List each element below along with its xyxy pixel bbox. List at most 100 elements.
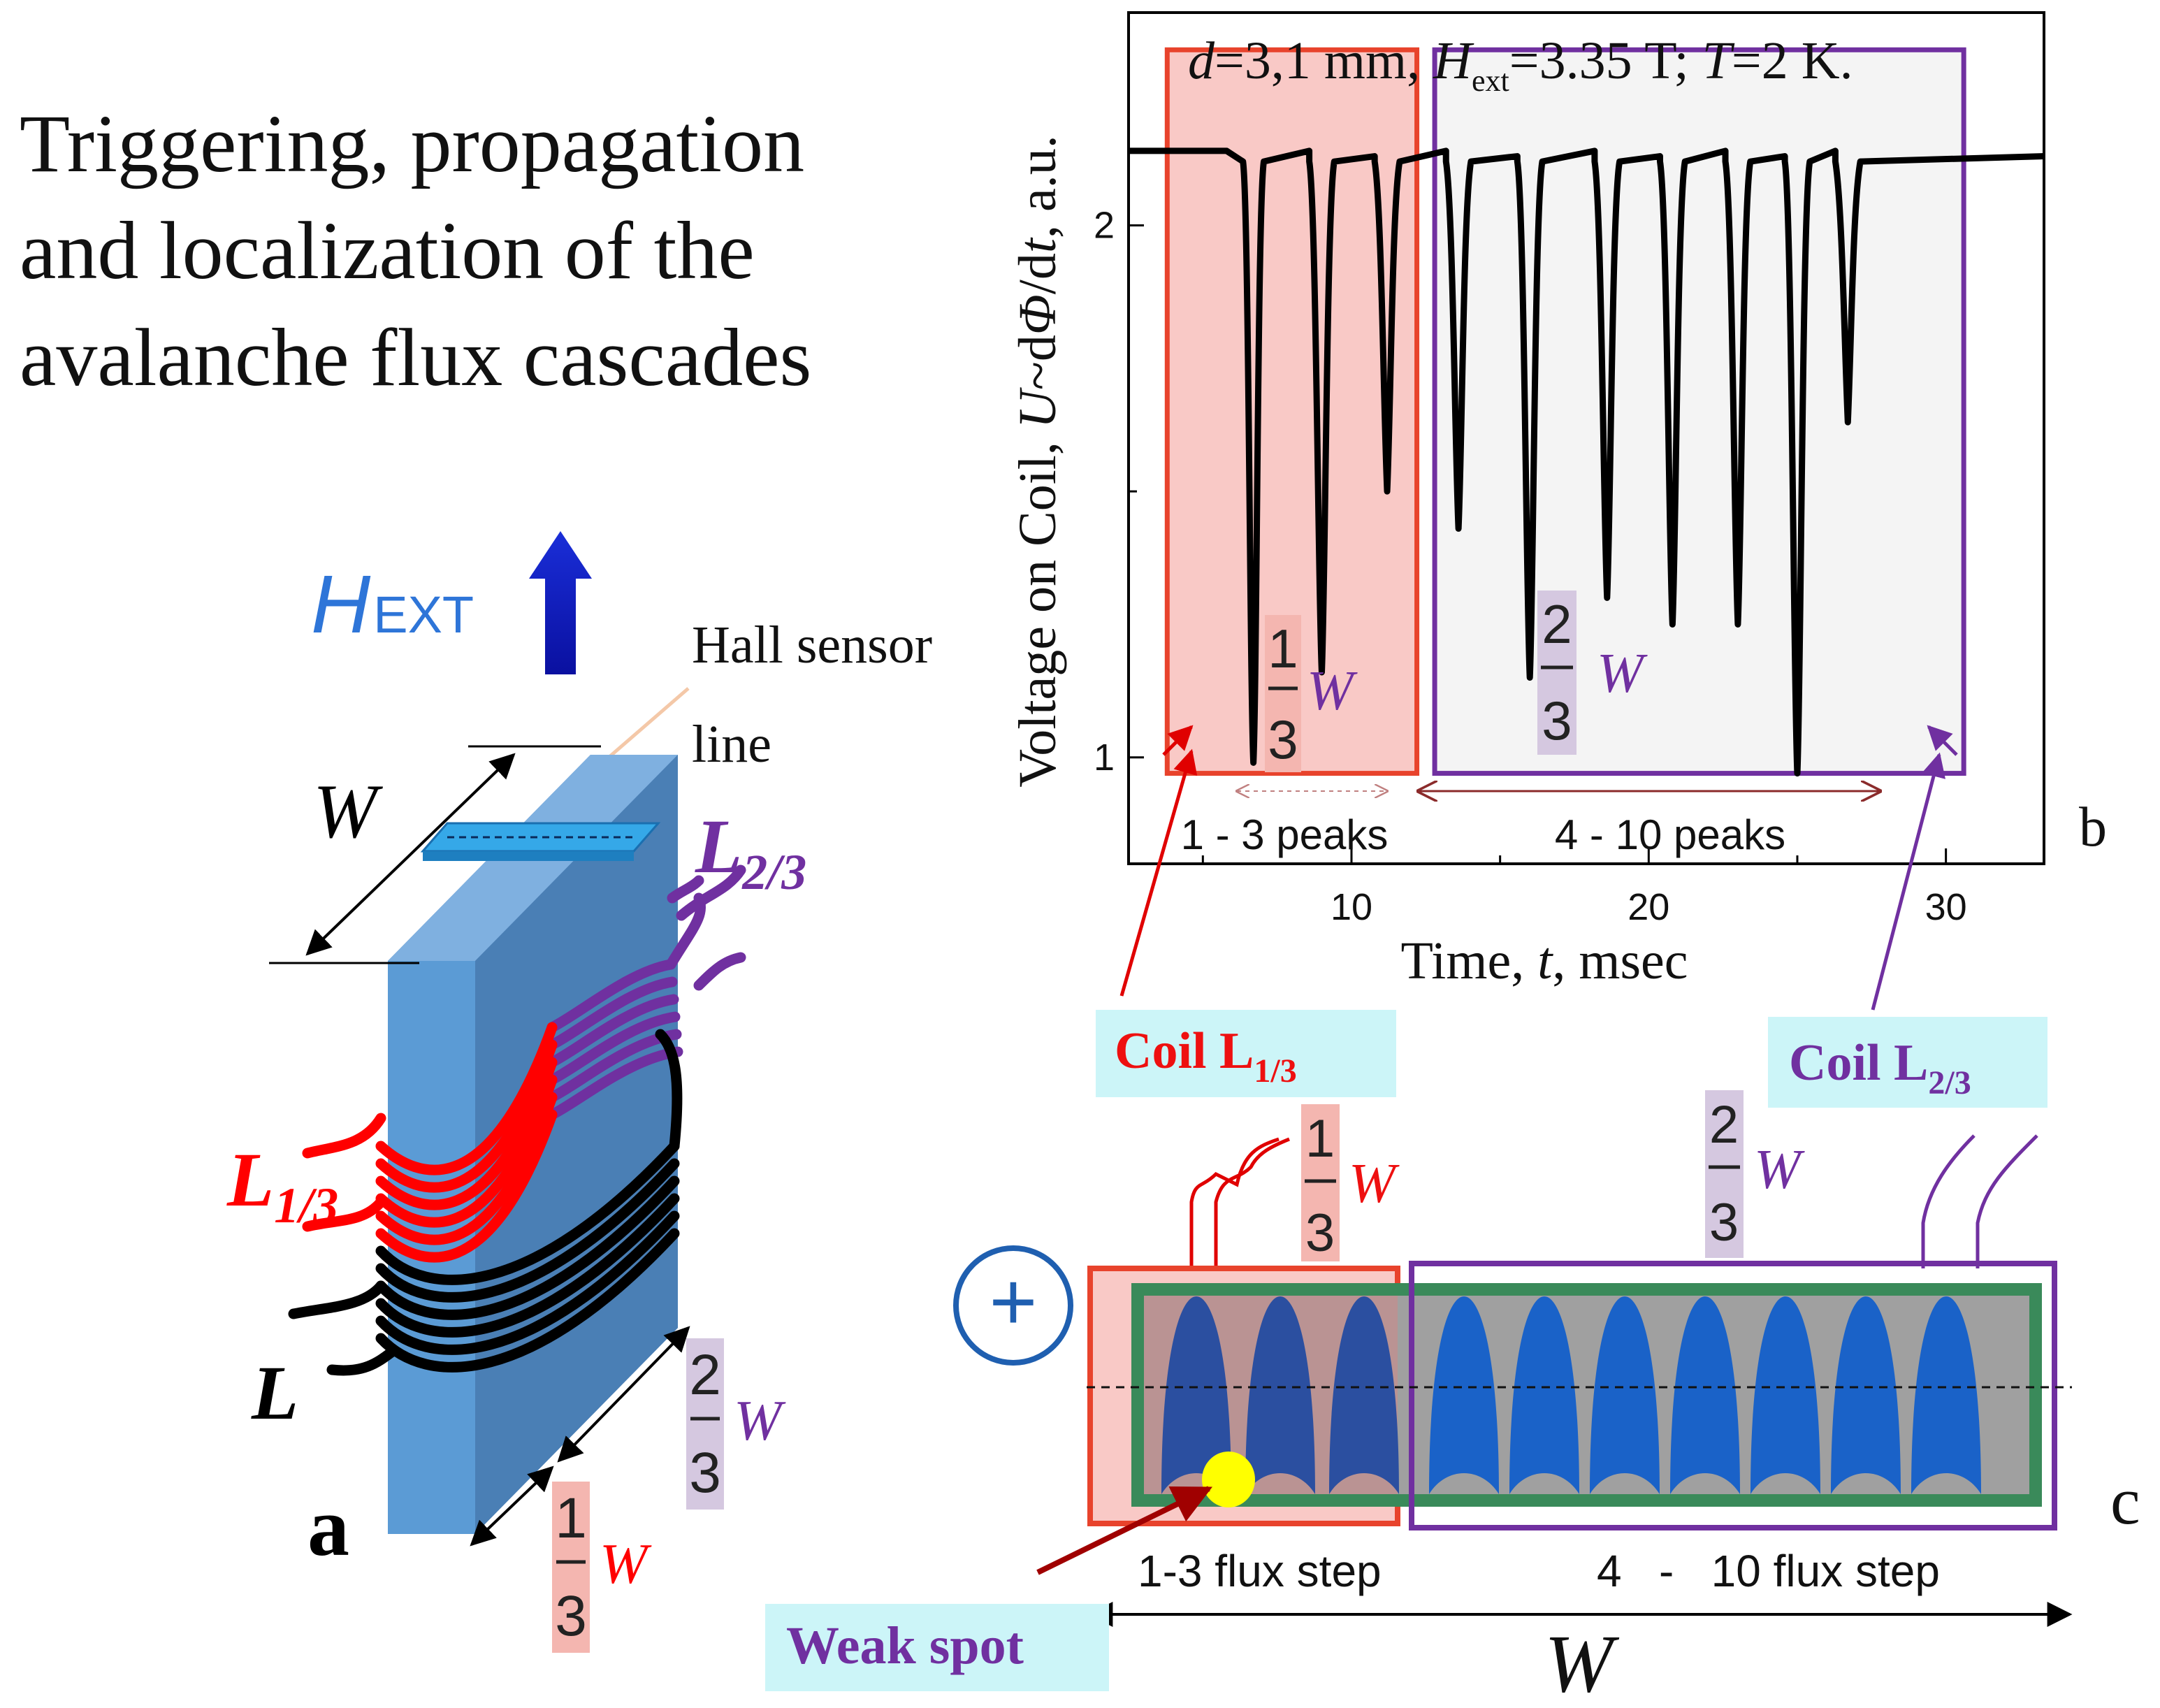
chart-axis-ticks: 10 20 30 1 2 [1094,205,1967,929]
svg-text:1: 1 [555,1486,587,1550]
svg-text:Coil L1/3: Coil L1/3 [1115,1022,1297,1090]
panel-c: Coil L1/3 Coil L2/3 1 3 W 2 3 W [765,748,2140,1708]
panel-a-label: a [307,1480,349,1573]
svg-text:Coil L2/3: Coil L2/3 [1789,1034,1971,1101]
callout-arrow-left [1119,748,1198,997]
fraction-two-thirds-c: 2 3 W [1705,1090,1805,1258]
coil-l23-windings [546,864,746,1120]
weak-spot-marker [1202,1452,1255,1507]
panel-a: HEXT Hall sensor line W [226,531,932,1653]
chart-title: d=3,1 mm, Hext=3.35 T; T=2 K. [1188,31,1853,98]
svg-text:W: W [1754,1139,1805,1201]
coil-l23-label: L2/3 [695,804,806,900]
chart-peak-point [1250,760,1256,766]
panel-b-chart: 10 20 30 1 2 d=3,1 mm, Hext=3.35 T; T=2 K. V… [1008,11,2107,990]
svg-text:W: W [1597,643,1648,704]
y-tick-label: 1 [1094,737,1115,779]
dim-one-third [470,1465,554,1547]
width-label: W [313,769,383,854]
svg-text:3: 3 [555,1584,587,1648]
chart-ylabel: Voltage on Coil, U~dΦ/dt, a.u. [1008,135,1067,788]
weak-spot-arrow [1036,1486,1213,1575]
chart-fraction-one-third: 1 3 W [1265,615,1358,772]
coil-l-windings [288,1029,683,1376]
svg-text:3: 3 [1542,690,1572,751]
svg-text:2: 2 [689,1343,721,1407]
x-tick-label: 20 [1628,886,1669,928]
chart-arrow-left-icon [1162,725,1194,756]
hall-sensor-label-1: Hall sensor [692,616,932,674]
coil-l13-leads [1189,1137,1290,1268]
title-line-2: and localization of the [20,205,755,296]
panel-c-label: c [2110,1463,2140,1538]
peaks-410-label: 4 - 10 peaks [1555,811,1785,858]
chart-peak-point [1734,621,1741,628]
x-tick-label: 10 [1331,886,1372,928]
svg-text:W: W [600,1532,652,1595]
step-410-label: 4 - 10 flux step [1597,1546,1940,1596]
fraction-two-thirds-a: 2 3 W [686,1338,786,1510]
svg-text:3: 3 [1268,709,1298,770]
chart-peak-point [1456,526,1462,532]
svg-text:3: 3 [1305,1203,1335,1263]
chart-fraction-two-thirds: 2 3 W [1537,591,1648,755]
flux-tongue [1751,1296,1820,1494]
fraction-one-third-a: 1 3 W [552,1482,652,1653]
dim-two-thirds [557,1326,690,1463]
callout-arrow-right [1871,752,1946,1011]
coil-l23-callout: Coil L2/3 [1768,1017,2047,1108]
coil-l13-label: L1/3 [226,1137,338,1233]
coil-l-label: L [251,1350,298,1435]
panel-b-label: b [2079,797,2107,858]
chart-peak-point [1527,674,1533,681]
svg-text:W: W [1307,660,1358,722]
hall-sensor-strip [420,822,661,861]
flux-tongue [1911,1296,1981,1494]
title-line-1: Triggering, propagation [20,98,804,189]
chart-peak-point [1604,595,1610,601]
step-13-label: 1-3 flux step [1138,1546,1382,1596]
svg-text:1: 1 [1268,618,1298,679]
chart-peak-point [1319,669,1325,675]
coil-l23-leads [1921,1134,2038,1268]
svg-text:W: W [1349,1153,1400,1215]
chart-peak-markers [1250,419,1851,776]
coil-l13-callout: Coil L1/3 [1096,1010,1396,1097]
chart-plot-frame [1127,11,2045,865]
title-block: Triggering, propagation and localization… [20,98,811,403]
flux-tongue [1245,1296,1315,1494]
width-dimension-line [305,753,516,956]
width-label-c: W [1544,1618,1620,1708]
svg-text:3: 3 [689,1441,721,1505]
flux-tongue [1329,1296,1399,1494]
flux-tongue [1831,1296,1901,1494]
coil-l13-windings [302,1022,558,1263]
svg-text:W: W [734,1389,786,1452]
chart-peak-point [1845,419,1851,426]
weak-spot-callout [765,1604,1109,1691]
y-tick-label: 2 [1094,205,1115,247]
flux-tongue [1509,1296,1579,1494]
polarity-plus-icon: + [953,1245,1073,1366]
chart-series-line [1129,147,2045,777]
flux-tongue [1670,1296,1740,1494]
flux-tongue [1590,1296,1660,1494]
svg-text:+: + [990,1256,1038,1348]
peaks-13-label: 1 - 3 peaks [1181,811,1389,858]
flux-tongue [1161,1296,1231,1494]
title-line-3: avalanche flux cascades [20,312,811,403]
x-tick-label: 30 [1925,886,1967,928]
fraction-one-third-c: 1 3 W [1301,1104,1400,1263]
svg-text:2: 2 [1542,593,1572,655]
chart-peak-point [1669,621,1676,628]
flux-tongue [1429,1296,1499,1494]
field-label: HEXT [311,558,474,651]
flux-tongues [1161,1296,1981,1494]
chart-peak-point [1384,488,1391,495]
svg-text:3: 3 [1709,1193,1739,1252]
weak-spot-label: Weak spot [786,1616,1024,1675]
svg-text:2: 2 [1709,1095,1739,1155]
chart-arrow-right-icon [1927,725,1958,756]
chart-peak-point [1794,770,1800,776]
